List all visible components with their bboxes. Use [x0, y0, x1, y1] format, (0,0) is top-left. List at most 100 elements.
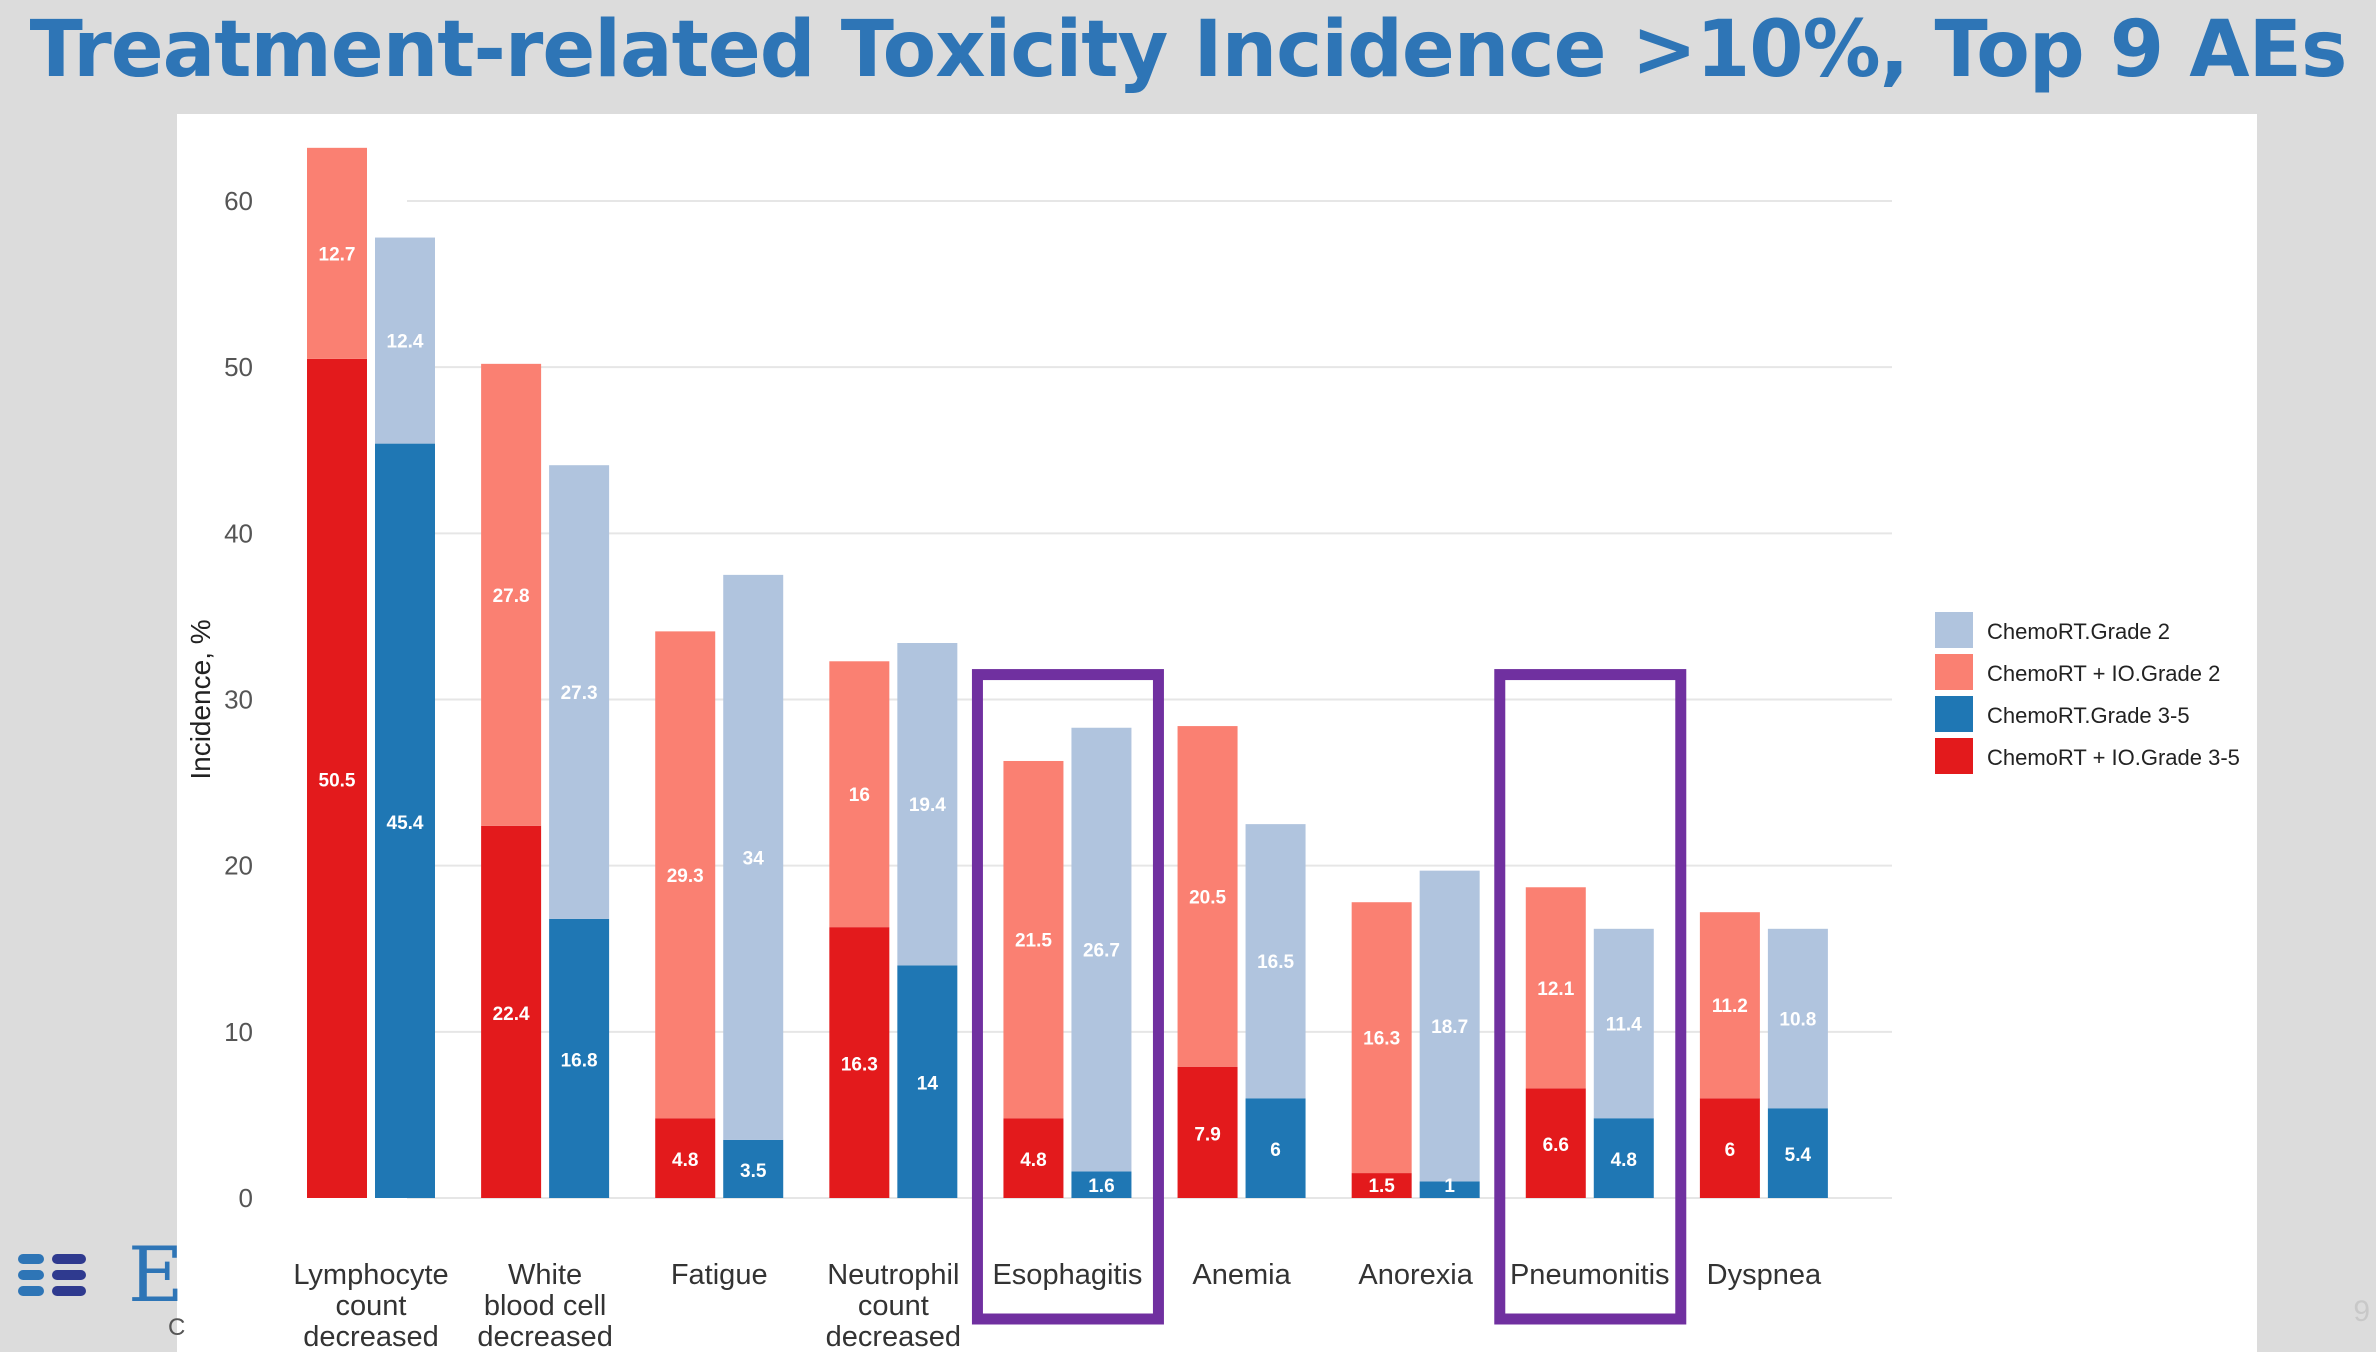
x-tick-label: decreased — [303, 1321, 438, 1352]
highlight-box — [971, 669, 1164, 1325]
data-label: 11.4 — [1606, 1015, 1642, 1036]
data-label: 22.4 — [493, 1004, 530, 1025]
x-tick-label: White — [508, 1259, 582, 1291]
bar-segment-grade3-5 — [655, 1118, 716, 1198]
data-label: 18.7 — [1431, 1017, 1468, 1038]
data-label: 16.8 — [561, 1050, 598, 1071]
data-label: 4.8 — [672, 1150, 698, 1171]
y-tick-label: 60 — [224, 186, 253, 216]
x-tick-label: Pneumonitis — [1510, 1259, 1670, 1291]
data-label: 1 — [1444, 1176, 1455, 1197]
highlight-box — [1494, 669, 1687, 1325]
bar-segment-grade2 — [307, 147, 367, 359]
x-tick-label: Neutrophil — [827, 1259, 959, 1291]
bar-segment-grade2 — [481, 363, 542, 826]
bar-segment-grade2 — [1351, 902, 1412, 1174]
x-tick-label: Anemia — [1192, 1259, 1291, 1291]
bar-segment-grade3-5 — [375, 443, 435, 1198]
x-tick-label: count — [336, 1290, 407, 1322]
bar-segment-grade3-5 — [1593, 1118, 1654, 1198]
data-label: 27.8 — [493, 586, 530, 607]
data-label: 27.3 — [561, 683, 598, 704]
logo-bar — [52, 1286, 86, 1296]
x-tick-label: Dyspnea — [1707, 1259, 1822, 1291]
bar-segment-grade3-5 — [481, 825, 542, 1198]
bar-segment-grade2 — [375, 237, 435, 444]
data-label: 16.3 — [1363, 1029, 1400, 1050]
x-tick-label: Fatigue — [671, 1259, 768, 1291]
legend-label: ChemoRT + IO.Grade 2 — [1987, 661, 2220, 686]
logo-bar — [52, 1254, 86, 1264]
logo-letter: E — [128, 1230, 184, 1319]
data-label: 12.7 — [319, 244, 356, 265]
bar-segment-grade3-5 — [1767, 1108, 1828, 1198]
bar-segment-grade3-5 — [549, 918, 610, 1198]
data-label: 34 — [743, 848, 765, 869]
bar-segment-grade3-5 — [723, 1139, 784, 1198]
bar-segment-grade2 — [1593, 928, 1654, 1119]
legend-swatch — [1935, 654, 1973, 690]
bar-segment-grade2 — [829, 661, 890, 928]
data-label: 6 — [1270, 1140, 1281, 1161]
data-label: 26.7 — [1083, 941, 1120, 962]
bar-segment-grade3-5 — [1071, 1171, 1132, 1198]
bar-segment-grade2 — [1419, 870, 1480, 1182]
data-label: 6.6 — [1543, 1135, 1569, 1156]
bar-segment-grade2 — [1767, 928, 1828, 1109]
page-number: 9 — [2353, 1295, 2370, 1328]
y-tick-label: 20 — [224, 851, 253, 881]
legend-label: ChemoRT.Grade 3-5 — [1987, 703, 2190, 728]
y-tick-label: 50 — [224, 352, 253, 382]
data-label: 1.5 — [1368, 1176, 1395, 1197]
data-label: 16.3 — [841, 1055, 878, 1076]
chart-panel: 0 10 20 30 40 50 60 Incidence, % 50.5 12.7 45.4 12.… — [177, 114, 2257, 1352]
legend-swatch — [1935, 696, 1973, 732]
legend-label: ChemoRT + IO.Grade 3-5 — [1987, 745, 2240, 770]
bar-segment-grade3-5 — [1245, 1098, 1306, 1198]
bar-segment-grade2 — [1003, 760, 1064, 1119]
data-label: 4.8 — [1611, 1150, 1637, 1171]
bar-segment-grade3-5 — [1525, 1088, 1586, 1198]
data-label: 5.4 — [1785, 1145, 1812, 1166]
data-label: 4.8 — [1020, 1150, 1046, 1171]
bar-segment-grade2 — [1245, 824, 1306, 1099]
bar-segment-grade3-5 — [1177, 1066, 1238, 1198]
bar-segment-grade2 — [1177, 726, 1238, 1067]
logo-bar — [18, 1270, 44, 1280]
data-label: 1.6 — [1088, 1176, 1114, 1197]
bar-segment-grade3-5 — [1351, 1173, 1412, 1198]
legend-swatch — [1935, 738, 1973, 774]
y-tick-label: 40 — [224, 518, 253, 548]
x-tick-label: Esophagitis — [992, 1259, 1142, 1291]
bar-segment-grade2 — [655, 631, 716, 1119]
bar-segment-grade2 — [549, 465, 610, 919]
bar-segment-grade2 — [1525, 887, 1586, 1089]
y-tick-label: 30 — [224, 685, 253, 715]
data-label: 21.5 — [1015, 931, 1052, 952]
x-tick-label: decreased — [826, 1321, 961, 1352]
logo-text-fragment: C — [168, 1314, 186, 1341]
bar-segment-grade2 — [1699, 912, 1760, 1099]
bar-segment-grade2 — [1071, 727, 1132, 1172]
x-tick-label: decreased — [477, 1321, 612, 1352]
data-label: 16.5 — [1257, 952, 1294, 973]
data-label: 6 — [1725, 1140, 1736, 1161]
x-tick-label: count — [858, 1290, 929, 1322]
x-tick-label: Lymphocyte — [293, 1259, 448, 1291]
data-label: 29.3 — [667, 866, 704, 887]
bar-segment-grade3-5 — [829, 927, 890, 1198]
logo-bar — [52, 1270, 86, 1280]
bar-segment-grade3-5 — [1003, 1118, 1064, 1198]
data-label: 20.5 — [1189, 887, 1226, 908]
organization-logo: E — [18, 1230, 183, 1319]
x-tick-label: Anorexia — [1358, 1259, 1473, 1291]
bar-segment-grade2 — [723, 574, 784, 1140]
y-tick-label: 0 — [239, 1183, 253, 1213]
bar-segment-grade3-5 — [897, 965, 958, 1198]
bar-segment-grade2 — [897, 643, 958, 966]
x-tick-label: blood cell — [484, 1290, 607, 1322]
data-label: 10.8 — [1779, 1010, 1816, 1031]
stacked-bar-chart: 0 10 20 30 40 50 60 Incidence, % 50.5 12.7 45.4 12.… — [185, 147, 2240, 1352]
bar-segment-grade3-5 — [307, 358, 367, 1198]
data-label: 11.2 — [1712, 996, 1748, 1017]
